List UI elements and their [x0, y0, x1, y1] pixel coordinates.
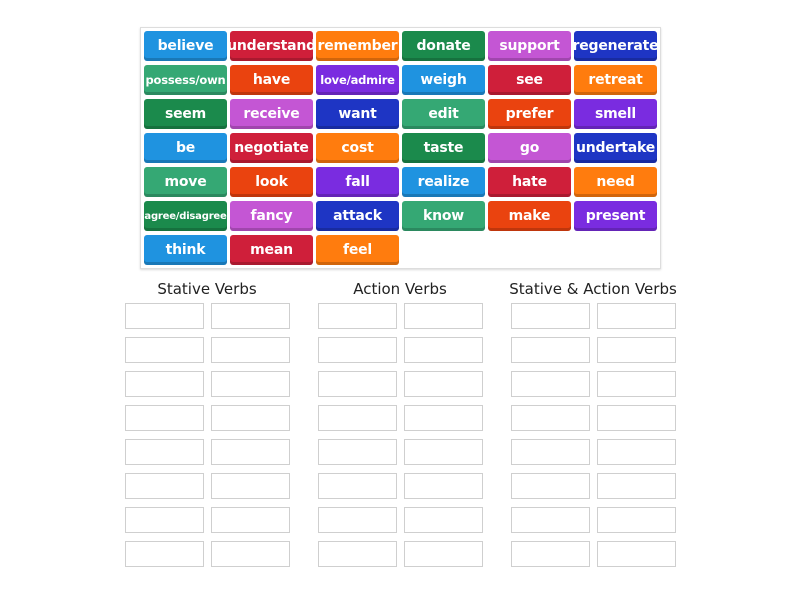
drop-slot[interactable]	[211, 303, 290, 329]
word-tile[interactable]: undertake	[574, 133, 657, 163]
drop-slot[interactable]	[211, 439, 290, 465]
word-tile[interactable]: feel	[316, 235, 399, 265]
drop-slot[interactable]	[318, 303, 397, 329]
drop-slot[interactable]	[125, 473, 204, 499]
drop-slot[interactable]	[404, 303, 483, 329]
drop-slot[interactable]	[597, 541, 676, 567]
drop-slot[interactable]	[404, 541, 483, 567]
word-tile[interactable]: seem	[144, 99, 227, 129]
drop-slot[interactable]	[125, 439, 204, 465]
drop-slot[interactable]	[318, 473, 397, 499]
drop-slot[interactable]	[597, 371, 676, 397]
drop-slot[interactable]	[511, 439, 590, 465]
drop-slot[interactable]	[211, 507, 290, 533]
word-tile[interactable]: believe	[144, 31, 227, 61]
word-tile[interactable]: look	[230, 167, 313, 197]
drop-slot[interactable]	[211, 473, 290, 499]
drop-slot[interactable]	[597, 303, 676, 329]
drop-slot[interactable]	[211, 337, 290, 363]
drop-slot[interactable]	[511, 371, 590, 397]
word-tile[interactable]: move	[144, 167, 227, 197]
drop-slot[interactable]	[125, 541, 204, 567]
word-tile[interactable]: agree/disagree	[144, 201, 227, 231]
word-tile[interactable]: support	[488, 31, 571, 61]
drop-slot[interactable]	[511, 405, 590, 431]
word-tile[interactable]: fancy	[230, 201, 313, 231]
word-tile[interactable]: attack	[316, 201, 399, 231]
drop-slot[interactable]	[404, 439, 483, 465]
drop-slot[interactable]	[404, 473, 483, 499]
drop-slot[interactable]	[597, 337, 676, 363]
word-tile[interactable]: mean	[230, 235, 313, 265]
word-tile[interactable]: remember	[316, 31, 399, 61]
word-tile[interactable]: need	[574, 167, 657, 197]
word-tile[interactable]: possess/own	[144, 65, 227, 95]
drop-slot[interactable]	[318, 541, 397, 567]
drop-slot[interactable]	[511, 337, 590, 363]
word-tile[interactable]: make	[488, 201, 571, 231]
word-tile[interactable]: taste	[402, 133, 485, 163]
drop-slot[interactable]	[125, 337, 204, 363]
word-tile[interactable]: smell	[574, 99, 657, 129]
word-tile[interactable]: think	[144, 235, 227, 265]
drop-slot[interactable]	[125, 371, 204, 397]
word-tile[interactable]: present	[574, 201, 657, 231]
drop-slot[interactable]	[318, 337, 397, 363]
drop-slot[interactable]	[211, 405, 290, 431]
word-tile[interactable]: donate	[402, 31, 485, 61]
drop-slot[interactable]	[125, 303, 204, 329]
word-tile[interactable]: love/admire	[316, 65, 399, 95]
word-tile[interactable]: have	[230, 65, 313, 95]
word-tile[interactable]: cost	[316, 133, 399, 163]
group-title: Stative Verbs	[157, 280, 257, 298]
word-tile[interactable]: know	[402, 201, 485, 231]
word-tile[interactable]: hate	[488, 167, 571, 197]
drop-slot[interactable]	[511, 473, 590, 499]
group-title: Action Verbs	[353, 280, 447, 298]
drop-slot[interactable]	[597, 439, 676, 465]
drop-slot[interactable]	[318, 405, 397, 431]
drop-slot[interactable]	[404, 371, 483, 397]
word-tile[interactable]: go	[488, 133, 571, 163]
word-tile[interactable]: regenerate	[573, 31, 659, 61]
drop-slot[interactable]	[211, 371, 290, 397]
word-tile[interactable]: fall	[316, 167, 399, 197]
word-tile[interactable]: realize	[402, 167, 485, 197]
drop-slot[interactable]	[125, 405, 204, 431]
word-tile[interactable]: want	[316, 99, 399, 129]
drop-slot[interactable]	[318, 371, 397, 397]
drop-slot[interactable]	[511, 541, 590, 567]
word-tile[interactable]: edit	[402, 99, 485, 129]
drop-slot[interactable]	[318, 507, 397, 533]
word-tile[interactable]: negotiate	[230, 133, 313, 163]
drop-slot[interactable]	[318, 439, 397, 465]
drop-slot[interactable]	[597, 507, 676, 533]
drop-slot[interactable]	[211, 541, 290, 567]
drop-slot[interactable]	[125, 507, 204, 533]
drop-slot[interactable]	[597, 405, 676, 431]
word-tile[interactable]: receive	[230, 99, 313, 129]
word-tile[interactable]: be	[144, 133, 227, 163]
word-tile[interactable]: prefer	[488, 99, 571, 129]
word-tile-tray: believe understand remember donate support re…	[140, 27, 661, 269]
drop-slot[interactable]	[404, 337, 483, 363]
drop-slot[interactable]	[404, 507, 483, 533]
drop-slot[interactable]	[597, 473, 676, 499]
drop-slot[interactable]	[404, 405, 483, 431]
word-tile[interactable]: understand	[227, 31, 316, 61]
word-tile[interactable]: see	[488, 65, 571, 95]
drop-slot[interactable]	[511, 507, 590, 533]
word-tile[interactable]: retreat	[574, 65, 657, 95]
group-title: Stative & Action Verbs	[509, 280, 677, 298]
word-tile[interactable]: weigh	[402, 65, 485, 95]
drop-slot[interactable]	[511, 303, 590, 329]
